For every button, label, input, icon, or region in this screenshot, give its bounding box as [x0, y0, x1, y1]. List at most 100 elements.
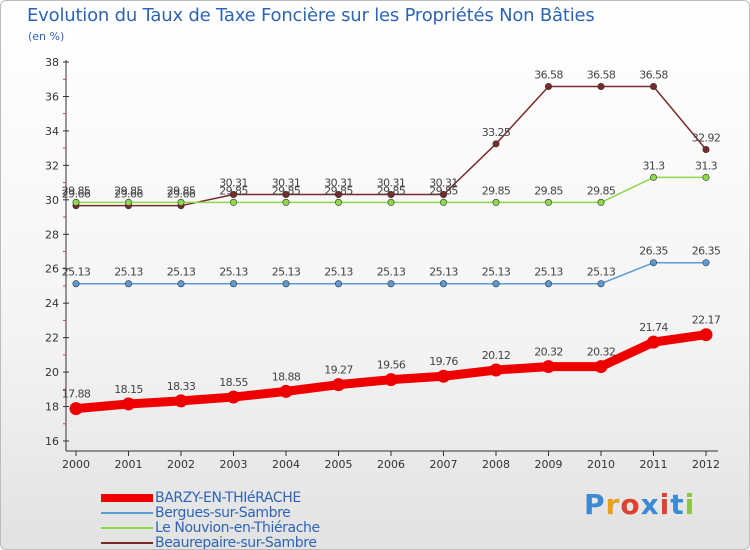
data-point	[227, 390, 240, 404]
data-label: 30.31	[324, 176, 353, 189]
data-point	[282, 280, 290, 288]
x-tick-label: 2004	[272, 458, 300, 471]
legend-swatch-barzy	[101, 494, 153, 502]
data-point	[702, 146, 710, 154]
data-label: 29.85	[587, 184, 616, 197]
data-label: 30.31	[377, 176, 406, 189]
x-tick-label: 2009	[535, 458, 563, 471]
data-point	[69, 402, 83, 416]
data-point	[647, 335, 660, 349]
data-point	[230, 190, 238, 198]
data-label: 20.32	[534, 346, 563, 359]
x-tick-label: 2001	[115, 458, 143, 471]
logo-letter: r	[605, 488, 621, 521]
data-label: 36.58	[587, 68, 616, 81]
data-point	[702, 259, 710, 267]
data-point	[177, 280, 185, 288]
y-tick-label: 30	[45, 194, 59, 207]
data-point	[334, 190, 342, 198]
data-point	[387, 198, 395, 206]
data-label: 25.13	[219, 266, 248, 279]
data-point	[174, 394, 188, 408]
data-label: 36.58	[534, 68, 563, 81]
data-point	[649, 82, 657, 90]
data-label: 19.27	[324, 364, 353, 377]
data-label: 25.13	[482, 266, 511, 279]
data-point	[597, 198, 605, 206]
y-tick-label: 18	[45, 401, 59, 414]
x-tick-label: 2002	[167, 458, 195, 471]
data-label: 29.85	[114, 184, 143, 197]
data-label: 25.13	[272, 266, 301, 279]
logo-letter: x	[640, 488, 660, 521]
data-point	[437, 369, 450, 383]
data-label: 26.35	[639, 245, 668, 258]
data-point	[702, 173, 710, 181]
data-label: 25.13	[587, 266, 616, 279]
data-point	[72, 198, 80, 206]
data-point	[279, 384, 293, 398]
y-tick-label: 26	[45, 263, 59, 276]
x-tick-label: 2012	[692, 458, 720, 471]
data-point	[125, 198, 133, 206]
x-tick-label: 2010	[587, 458, 615, 471]
data-label: 30.31	[219, 176, 248, 189]
data-label: 25.13	[534, 266, 563, 279]
data-point	[387, 280, 395, 288]
data-point	[125, 280, 133, 288]
data-point	[544, 280, 552, 288]
data-point	[230, 198, 238, 206]
data-label: 22.17	[692, 314, 721, 327]
legend-label-bergues: Bergues-sur-Sambre	[155, 505, 291, 521]
data-label: 25.13	[377, 266, 406, 279]
data-point	[649, 173, 657, 181]
data-label: 25.13	[324, 266, 353, 279]
data-label: 30.31	[429, 176, 458, 189]
data-label: 18.55	[219, 376, 248, 389]
data-label: 29.66	[114, 188, 143, 201]
data-label: 21.74	[639, 321, 668, 334]
legend-swatch-beaurepaire	[101, 542, 153, 544]
data-label: 20.32	[587, 346, 616, 359]
y-tick-label: 20	[45, 366, 59, 379]
y-tick-label: 16	[45, 435, 59, 448]
logo-letter: i	[684, 488, 696, 521]
x-tick-label: 2011	[640, 458, 668, 471]
data-label: 31.3	[642, 159, 665, 172]
data-label: 29.85	[167, 184, 196, 197]
legend-label-nouvion: Le Nouvion-en-Thiérache	[155, 520, 320, 536]
data-label: 29.85	[482, 184, 511, 197]
data-label: 29.85	[377, 184, 406, 197]
x-tick-label: 2008	[482, 458, 510, 471]
data-point	[439, 198, 447, 206]
x-tick-label: 2003	[220, 458, 248, 471]
data-point	[439, 280, 447, 288]
data-label: 19.76	[429, 355, 458, 368]
legend-swatch-nouvion	[101, 527, 153, 529]
data-point	[384, 373, 398, 387]
data-point	[122, 397, 135, 411]
data-point	[594, 360, 608, 374]
data-point	[332, 378, 345, 392]
data-point	[597, 280, 605, 288]
legend-label-barzy: BARZY-EN-THIéRACHE	[155, 490, 301, 506]
data-label: 29.85	[219, 184, 248, 197]
data-point	[699, 328, 713, 342]
data-label: 29.85	[62, 184, 91, 197]
y-tick-label: 22	[45, 332, 59, 345]
logo-letter: i	[659, 488, 671, 521]
data-label: 30.31	[272, 176, 301, 189]
x-tick-label: 2006	[377, 458, 405, 471]
data-label: 25.13	[429, 266, 458, 279]
data-point	[334, 198, 342, 206]
data-label: 25.13	[114, 266, 143, 279]
data-point	[544, 82, 552, 90]
data-label: 32.92	[692, 132, 721, 145]
data-point	[439, 190, 447, 198]
data-label: 18.88	[272, 370, 301, 383]
data-label: 18.33	[167, 380, 196, 393]
data-point	[489, 363, 503, 377]
data-label: 18.15	[114, 383, 143, 396]
y-tick-label: 38	[45, 56, 59, 69]
